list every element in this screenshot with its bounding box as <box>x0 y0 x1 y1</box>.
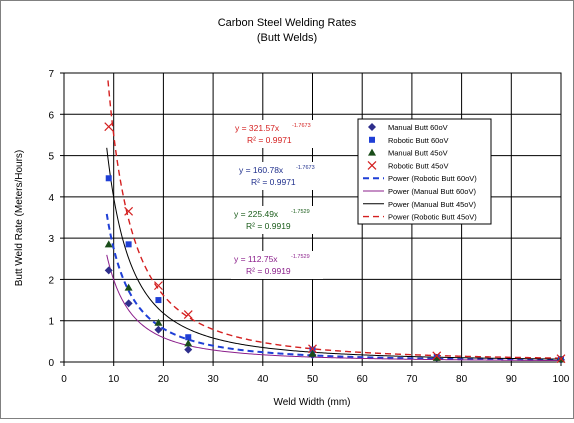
marker-triangle <box>368 148 376 156</box>
equation-text: y = 321.57x <box>235 123 280 133</box>
y-tick-label: 6 <box>48 110 54 121</box>
marker-x-stroke <box>556 354 566 364</box>
trendline-2 <box>106 147 561 360</box>
y-axis-label: Butt Weld Rate (Meters/Hours) <box>14 150 25 287</box>
trendline-0 <box>105 213 561 362</box>
legend-entry-label: Manual Butt 45oV <box>388 149 448 158</box>
equation-r2: R² = 0.9971 <box>251 177 296 187</box>
x-axis-label: Weld Width (mm) <box>273 397 350 408</box>
y-tick-label: 7 <box>48 69 54 80</box>
equation-background <box>231 251 323 279</box>
equation-exponent: -1.7529 <box>291 254 310 260</box>
legend-entry-label: Robotic Butt 60oV <box>388 136 448 145</box>
marker-x <box>432 351 442 361</box>
trendline-1 <box>106 254 561 362</box>
marker-square <box>155 297 162 304</box>
x-tick-label: 60 <box>357 374 369 385</box>
y-tick-label: 1 <box>48 317 54 328</box>
equation-exponent: -1.7673 <box>296 165 315 171</box>
marker-x <box>556 354 566 364</box>
equation-background <box>232 120 324 148</box>
x-tick-label: 100 <box>553 374 570 385</box>
marker-diamond <box>368 123 376 131</box>
marker-square <box>369 136 375 143</box>
legend-entry-label: Power (Manual Butt 45oV) <box>388 200 476 209</box>
marker-x-stroke <box>124 206 134 216</box>
marker-x <box>308 344 317 354</box>
trendline-3 <box>107 80 561 359</box>
marker-square <box>125 241 132 248</box>
marker-diamond <box>154 325 163 334</box>
x-tick-label: 40 <box>257 374 269 385</box>
x-tick-label: 80 <box>456 374 468 385</box>
marker-triangle <box>184 339 193 347</box>
x-tick-label: 70 <box>406 374 418 385</box>
marker-square <box>105 175 112 182</box>
x-tick-label: 20 <box>158 374 170 385</box>
equation-background <box>231 206 323 234</box>
chart-title: Carbon Steel Welding Rates <box>218 17 357 29</box>
equation-text: y = 160.78x <box>239 165 284 175</box>
x-tick-label: 50 <box>307 374 319 385</box>
legend-entry-label: Manual Butt 60oV <box>388 123 448 132</box>
marker-x-stroke <box>183 310 193 319</box>
legend-entry-label: Power (Robotic Butt 60oV) <box>388 174 477 183</box>
legend-entry-label: Robotic Butt 45oV <box>388 161 448 170</box>
y-tick-label: 4 <box>48 193 54 204</box>
y-tick-label: 2 <box>48 275 54 286</box>
legend-box <box>357 118 492 225</box>
marker-x-stroke <box>104 122 114 132</box>
equation-r2: R² = 0.9971 <box>247 135 292 145</box>
y-tick-label: 0 <box>48 358 54 369</box>
marker-triangle <box>308 349 317 357</box>
marker-x <box>124 206 134 216</box>
marker-x-stroke <box>308 344 317 354</box>
equation-r2: R² = 0.9919 <box>246 221 291 231</box>
equation-text: y = 225.49x <box>234 209 279 219</box>
marker-x <box>367 160 377 170</box>
marker-x <box>154 281 163 291</box>
marker-diamond <box>184 345 193 354</box>
marker-triangle <box>124 283 133 291</box>
legend-entry-label: Power (Robotic Butt 45oV) <box>388 213 477 222</box>
marker-x <box>183 310 193 319</box>
equation-text: y = 112.75x <box>234 254 278 264</box>
marker-triangle <box>154 318 163 326</box>
marker-triangle <box>432 353 441 361</box>
marker-diamond <box>104 266 113 275</box>
marker-x-stroke <box>154 281 163 291</box>
y-tick-label: 3 <box>48 234 54 245</box>
y-tick-label: 5 <box>48 152 54 163</box>
chart-subtitle: (Butt Welds) <box>257 32 317 44</box>
equation-background <box>236 162 328 190</box>
marker-x-stroke <box>432 351 442 361</box>
equation-exponent: -1.7673 <box>292 123 311 129</box>
marker-diamond <box>124 299 133 308</box>
marker-x <box>104 122 114 132</box>
legend-entry-label: Power (Manual Butt 60oV) <box>388 187 476 196</box>
marker-triangle <box>104 240 113 248</box>
x-tick-label: 10 <box>108 374 120 385</box>
marker-square <box>185 334 192 341</box>
equation-r2: R² = 0.9919 <box>246 266 291 276</box>
x-tick-label: 30 <box>208 374 220 385</box>
x-tick-label: 0 <box>61 374 67 385</box>
equation-exponent: -1.7529 <box>291 209 310 215</box>
marker-x-stroke <box>367 160 377 170</box>
x-tick-label: 90 <box>506 374 518 385</box>
legend: Manual Butt 60oV Robotic Butt 60oV Manual … <box>357 118 492 225</box>
